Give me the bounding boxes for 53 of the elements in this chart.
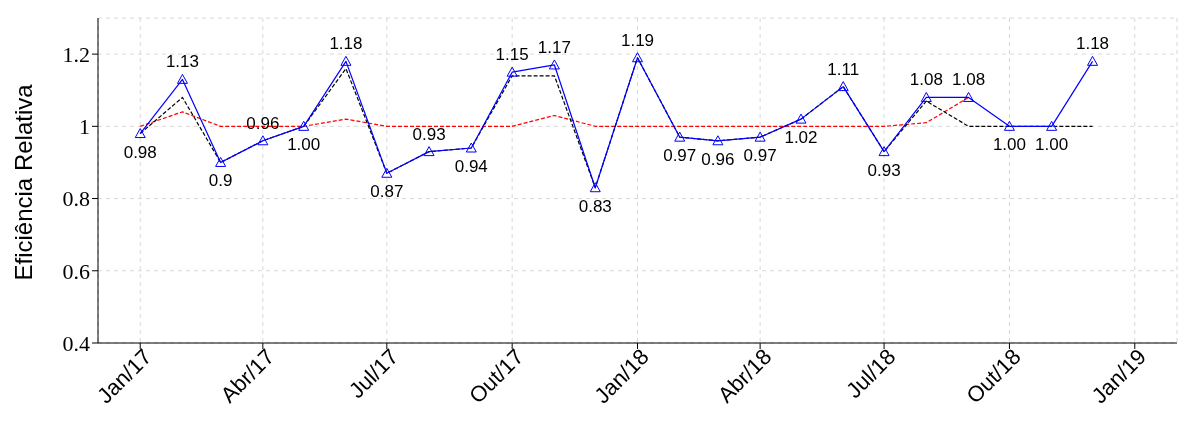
data-label: 0.96 xyxy=(701,149,735,169)
y-tick-label: 0.8 xyxy=(62,186,90,212)
point xyxy=(674,131,686,142)
data-label: 0.94 xyxy=(454,157,488,176)
point xyxy=(176,73,188,84)
point xyxy=(548,59,560,70)
data-label: 0.98 xyxy=(123,142,157,162)
data-label: 1.18 xyxy=(1075,34,1110,54)
point xyxy=(589,182,601,193)
point xyxy=(1046,120,1058,131)
point xyxy=(381,167,393,178)
point xyxy=(795,113,807,124)
data-label: 0.87 xyxy=(370,182,404,202)
data-label: 1.00 xyxy=(1035,135,1069,155)
point xyxy=(878,146,890,157)
data-label: 0.97 xyxy=(663,146,697,166)
data-label: 1.00 xyxy=(992,135,1026,155)
data-label: 0.83 xyxy=(578,196,612,216)
point xyxy=(506,66,518,77)
point xyxy=(712,135,724,146)
data-label: 1.15 xyxy=(495,45,529,65)
data-label: 1.13 xyxy=(165,52,200,72)
point xyxy=(423,146,435,157)
data-label: 1.00 xyxy=(287,135,321,155)
data-label: 1.02 xyxy=(784,128,818,148)
y-tick-label: 1 xyxy=(79,114,90,140)
data-label: 1.19 xyxy=(620,30,655,50)
data-label: 1.18 xyxy=(329,34,363,54)
data-label: 0.93 xyxy=(867,160,901,180)
point xyxy=(963,91,975,102)
point xyxy=(920,91,932,102)
y-tick-label: 0.4 xyxy=(62,330,90,356)
data-label: 1.11 xyxy=(827,59,860,79)
data-label: 0.9 xyxy=(208,171,233,191)
y-tick-label: 0.6 xyxy=(62,258,90,284)
point xyxy=(257,135,269,146)
y-axis-title: Eficiência Relativa xyxy=(9,83,37,281)
point xyxy=(754,131,766,142)
data-label: 0.93 xyxy=(412,124,446,144)
point xyxy=(465,142,477,153)
data-label: 1.08 xyxy=(952,70,986,90)
point xyxy=(1003,120,1015,131)
data-label: 1.08 xyxy=(909,70,943,90)
data-label: 0.97 xyxy=(743,146,777,166)
y-tick-label: 1.2 xyxy=(62,41,90,67)
point xyxy=(837,81,849,92)
data-label: 1.17 xyxy=(537,37,571,57)
point xyxy=(340,55,352,66)
point xyxy=(1087,55,1099,66)
point xyxy=(298,120,310,131)
point xyxy=(215,156,227,167)
point xyxy=(632,52,643,63)
point xyxy=(134,128,146,139)
